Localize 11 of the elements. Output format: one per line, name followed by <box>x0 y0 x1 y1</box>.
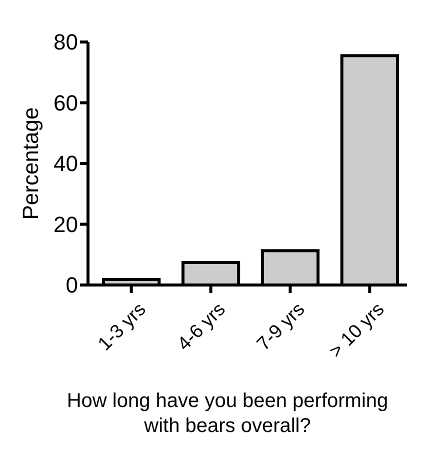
x-axis-title: How long have you been performing with bears overall? <box>66 390 388 437</box>
y-axis-title: Percentage <box>18 107 43 220</box>
y-tick-label: 40 <box>54 151 78 176</box>
y-tick-label: 60 <box>54 90 78 116</box>
x-tick-label: 4-6 yrs <box>174 299 230 356</box>
x-tick-label: 7-9 yrs <box>253 299 310 356</box>
y-tick-label: 80 <box>54 30 78 55</box>
y-tick-label: 20 <box>54 212 78 237</box>
x-tick-label: 1-3 yrs <box>94 299 150 356</box>
x-tick-label: > 10 yrs <box>326 299 389 362</box>
y-tick-label: 0 <box>66 272 78 298</box>
